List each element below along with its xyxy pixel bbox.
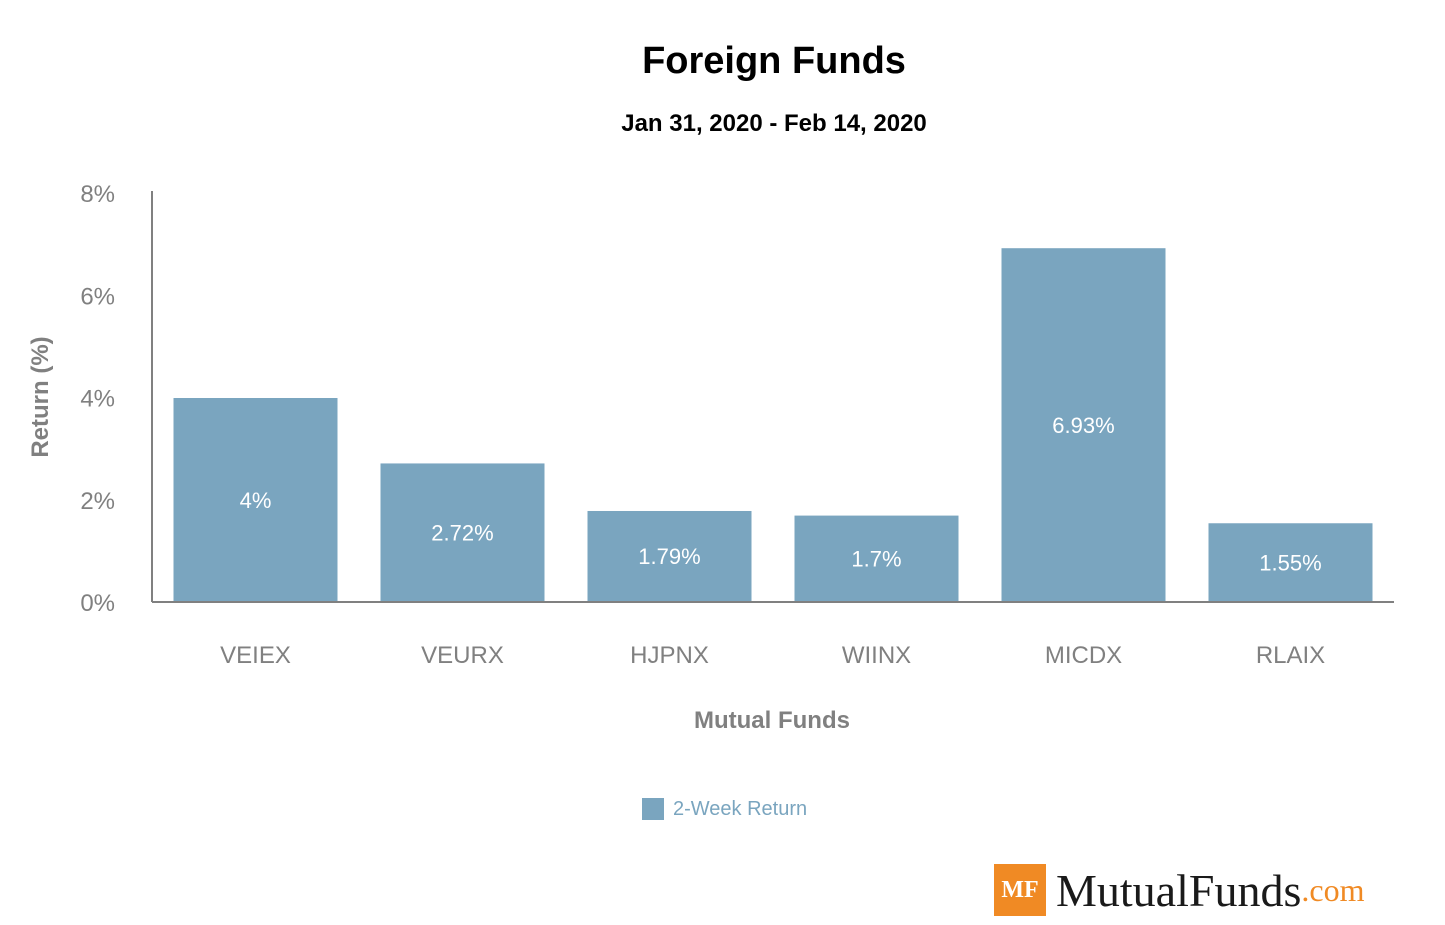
y-tick-label: 4% xyxy=(80,386,115,413)
chart-subtitle: Jan 31, 2020 - Feb 14, 2020 xyxy=(621,110,927,137)
brand-tld: .com xyxy=(1301,871,1365,908)
bar-value-label: 1.7% xyxy=(851,547,901,572)
legend[interactable]: 2-Week Return xyxy=(642,798,807,820)
bar-rlaix[interactable] xyxy=(1207,522,1374,603)
y-tick-label: 6% xyxy=(80,283,115,310)
y-tick-label: 8% xyxy=(80,181,115,208)
brand-mark-icon: MF xyxy=(994,864,1046,916)
x-tick-label: WIINX xyxy=(842,642,911,669)
bars xyxy=(172,247,1374,603)
brand-logo: MF MutualFunds .com xyxy=(994,864,1364,916)
bar-value-label: 4% xyxy=(240,488,272,513)
y-axis-title: Return (%) xyxy=(27,336,54,457)
x-axis-labels: VEIEX VEURX HJPNX WIINX MICDX RLAIX xyxy=(220,642,1325,669)
legend-label: 2-Week Return xyxy=(673,798,807,820)
x-tick-label: VEURX xyxy=(421,642,504,669)
x-tick-label: RLAIX xyxy=(1256,642,1325,669)
brand-name: MutualFunds xyxy=(1056,864,1302,916)
bar-hjpnx[interactable] xyxy=(586,509,753,603)
bar-micdx[interactable] xyxy=(1000,247,1167,603)
y-tick-label: 0% xyxy=(80,590,115,617)
x-tick-label: HJPNX xyxy=(630,642,709,669)
x-axis-title: Mutual Funds xyxy=(694,707,850,734)
bar-veiex[interactable] xyxy=(172,397,339,603)
bar-labels: 4% 2.72% 1.79% 1.7% 6.93% 1.55% xyxy=(240,413,1322,576)
bar-wiinx[interactable] xyxy=(793,514,960,603)
bar-value-label: 1.79% xyxy=(638,544,700,569)
bar-value-label: 6.93% xyxy=(1052,413,1114,438)
bar-value-label: 2.72% xyxy=(431,520,493,545)
chart-title: Foreign Funds xyxy=(642,40,906,82)
bar-value-label: 1.55% xyxy=(1259,550,1321,575)
y-tick-label: 2% xyxy=(80,488,115,515)
x-tick-label: MICDX xyxy=(1045,642,1122,669)
x-tick-label: VEIEX xyxy=(220,642,291,669)
y-axis-ticks: 0% 2% 4% 6% 8% xyxy=(80,181,115,617)
legend-swatch xyxy=(642,798,664,820)
bar-veurx[interactable] xyxy=(379,462,546,603)
